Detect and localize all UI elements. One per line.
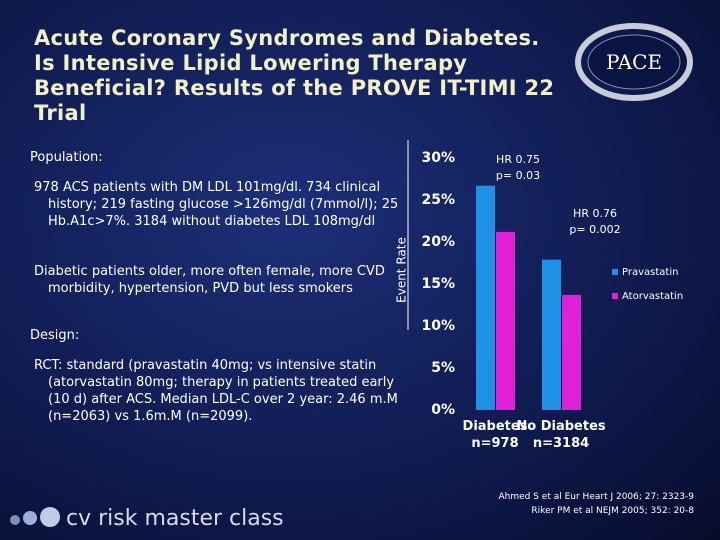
y-axis-label: Event Rate — [395, 237, 409, 303]
bar — [542, 259, 561, 410]
bar — [496, 231, 515, 410]
bullet-text: Diabetic patients older, more often fema… — [34, 264, 385, 296]
y-tick-label: 20% — [421, 234, 455, 250]
y-tick-label: 30% — [421, 150, 455, 166]
bar — [476, 185, 495, 410]
legend-label: Atorvastatin — [622, 291, 683, 302]
legend-label: Pravastatin — [622, 267, 678, 278]
bar — [562, 294, 581, 410]
y-tick-label: 5% — [431, 360, 455, 376]
annotation: HR 0.75 p= 0.03 — [495, 153, 541, 182]
bullet-text: 978 ACS patients with DM LDL 101mg/dl. 7… — [34, 180, 399, 229]
footer-brand: cv risk master class — [10, 506, 284, 531]
logo-text: PACE — [606, 50, 662, 74]
logo-graphic — [575, 23, 693, 101]
section-heading: Population: — [30, 150, 103, 165]
x-tick-label: No Diabetes n=3184 — [516, 419, 606, 451]
legend-swatch — [612, 293, 618, 299]
citation: Riker PM et al NEJM 2005; 352: 20-8 — [531, 506, 694, 516]
footer-text: cv risk master class — [66, 506, 284, 531]
y-tick-label: 10% — [421, 318, 455, 334]
citation: Ahmed S et al Eur Heart J 2006; 27: 2323… — [498, 492, 694, 502]
legend-swatch — [612, 269, 618, 275]
logo: PACE — [574, 22, 694, 102]
y-tick-label: 25% — [421, 192, 455, 208]
x-tick-label: Diabetes n=978 — [462, 419, 528, 451]
annotation: HR 0.76 p= 0.002 — [569, 207, 621, 236]
y-tick-label: 15% — [421, 276, 455, 292]
slide-title: Acute Coronary Syndromes and Diabetes. I… — [34, 26, 555, 125]
section-heading: Design: — [30, 328, 80, 343]
bullet-text: RCT: standard (pravastatin 40mg; vs inte… — [34, 358, 398, 424]
y-tick-label: 0% — [431, 402, 455, 418]
